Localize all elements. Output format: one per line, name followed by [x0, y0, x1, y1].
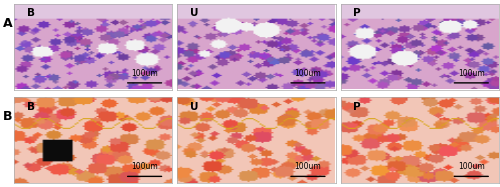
Text: B: B	[2, 110, 12, 123]
Text: A: A	[2, 17, 12, 30]
Text: B: B	[26, 8, 34, 18]
Text: B: B	[26, 102, 34, 111]
Text: P: P	[354, 102, 361, 111]
Text: 100um: 100um	[294, 69, 322, 78]
Text: P: P	[354, 8, 361, 18]
Text: 100um: 100um	[458, 69, 484, 78]
Text: 100um: 100um	[131, 69, 158, 78]
Text: 100um: 100um	[294, 162, 322, 171]
Text: U: U	[190, 8, 198, 18]
Text: U: U	[190, 102, 198, 111]
Text: 100um: 100um	[458, 162, 484, 171]
Text: 100um: 100um	[131, 162, 158, 171]
